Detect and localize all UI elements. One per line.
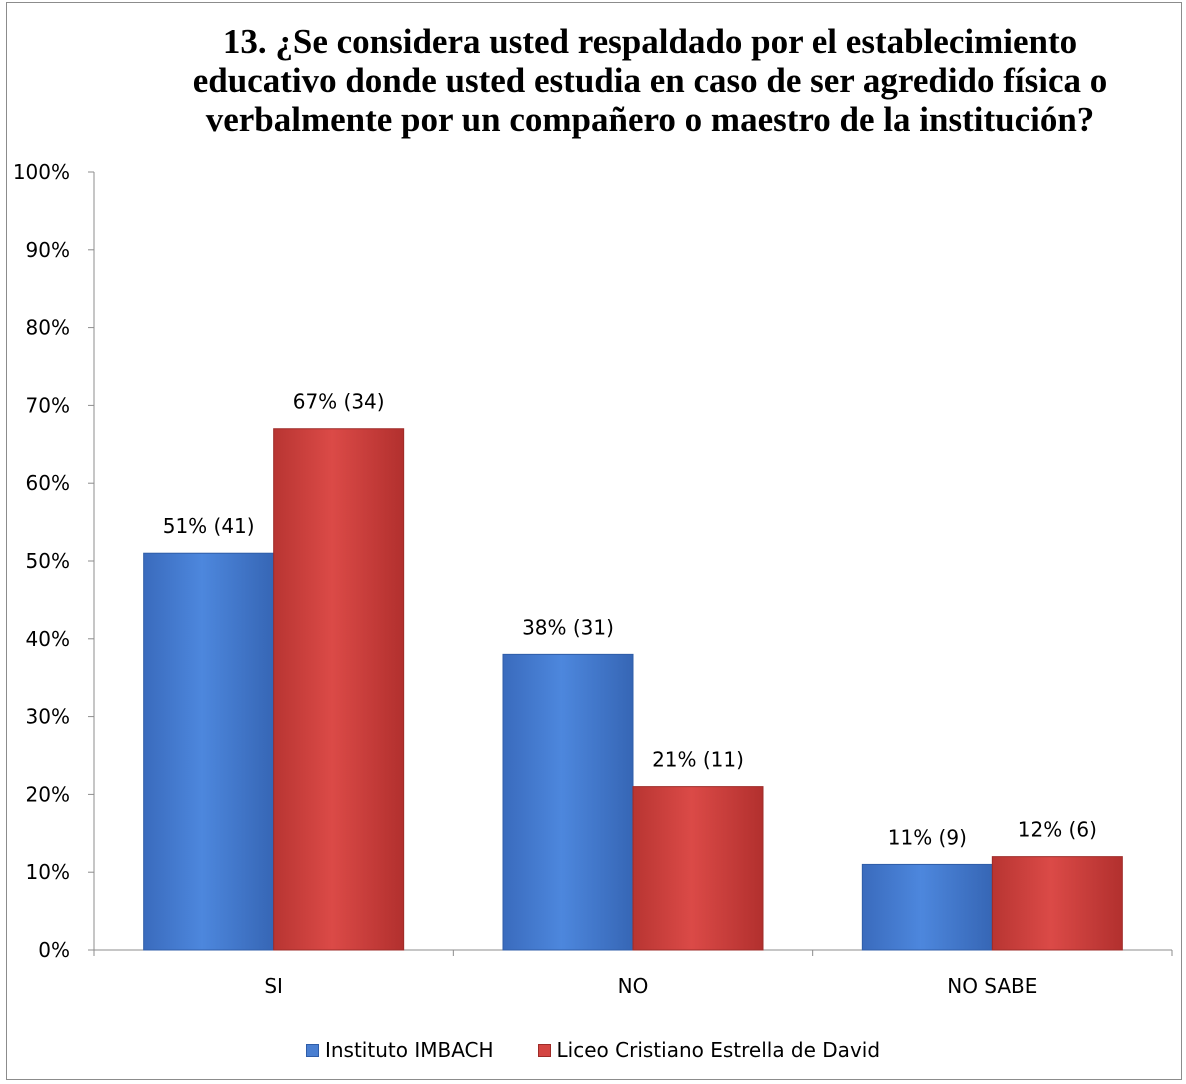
axes: 0% 10% 20% 30% 40% 50% 60% 70% 80% 90% 100% SI NO NO … [13,160,1173,998]
y-tick-label: 90% [26,238,70,262]
y-tick-label: 0% [38,938,70,962]
bar-liceo-cristiano-estrella-de-david-si [273,428,405,951]
data-labels: 51% (41) 67% (34) 38% (31) 21% (11) 11% (9) 1… [163,390,1097,850]
x-category-label: NO SABE [947,974,1037,998]
y-tick-label: 30% [26,705,70,729]
legend-item: Instituto IMBACH [305,1038,494,1062]
y-tick-label: 60% [26,471,70,495]
data-label: 11% (9) [888,825,967,849]
legend-label: Liceo Cristiano Estrella de David [556,1038,881,1062]
chart-title: 13. ¿Se considera usted respaldado por e… [192,22,1108,139]
bar-instituto-imbach-si [143,552,275,951]
data-label: 67% (34) [293,390,385,414]
y-tick-label: 80% [26,316,70,340]
bar-liceo-cristiano-estrella-de-david-no-sabe [991,856,1123,951]
bar-instituto-imbach-no [502,653,634,951]
y-tick-label: 10% [26,860,70,884]
legend-swatch [537,1043,551,1057]
y-tick-label: 20% [26,782,70,806]
bar-instituto-imbach-no-sabe [861,863,993,951]
x-category-label: NO [618,974,649,998]
y-tick-label: 70% [26,393,70,417]
y-tick-label: 50% [26,549,70,573]
bar-liceo-cristiano-estrella-de-david-no [632,786,764,951]
data-label: 51% (41) [163,514,255,538]
x-category-label: SI [264,974,283,998]
data-label: 21% (11) [652,748,744,772]
legend-item: Liceo Cristiano Estrella de David [537,1038,881,1062]
bars [143,428,1123,951]
y-tick-label: 100% [13,160,70,184]
legend-label: Instituto IMBACH [324,1038,494,1062]
legend-swatch [305,1043,319,1057]
y-tick-label: 40% [26,627,70,651]
data-label: 12% (6) [1018,818,1097,842]
data-label: 38% (31) [522,615,614,639]
legend: Instituto IMBACH Liceo Cristiano Estrella… [0,1038,1186,1062]
